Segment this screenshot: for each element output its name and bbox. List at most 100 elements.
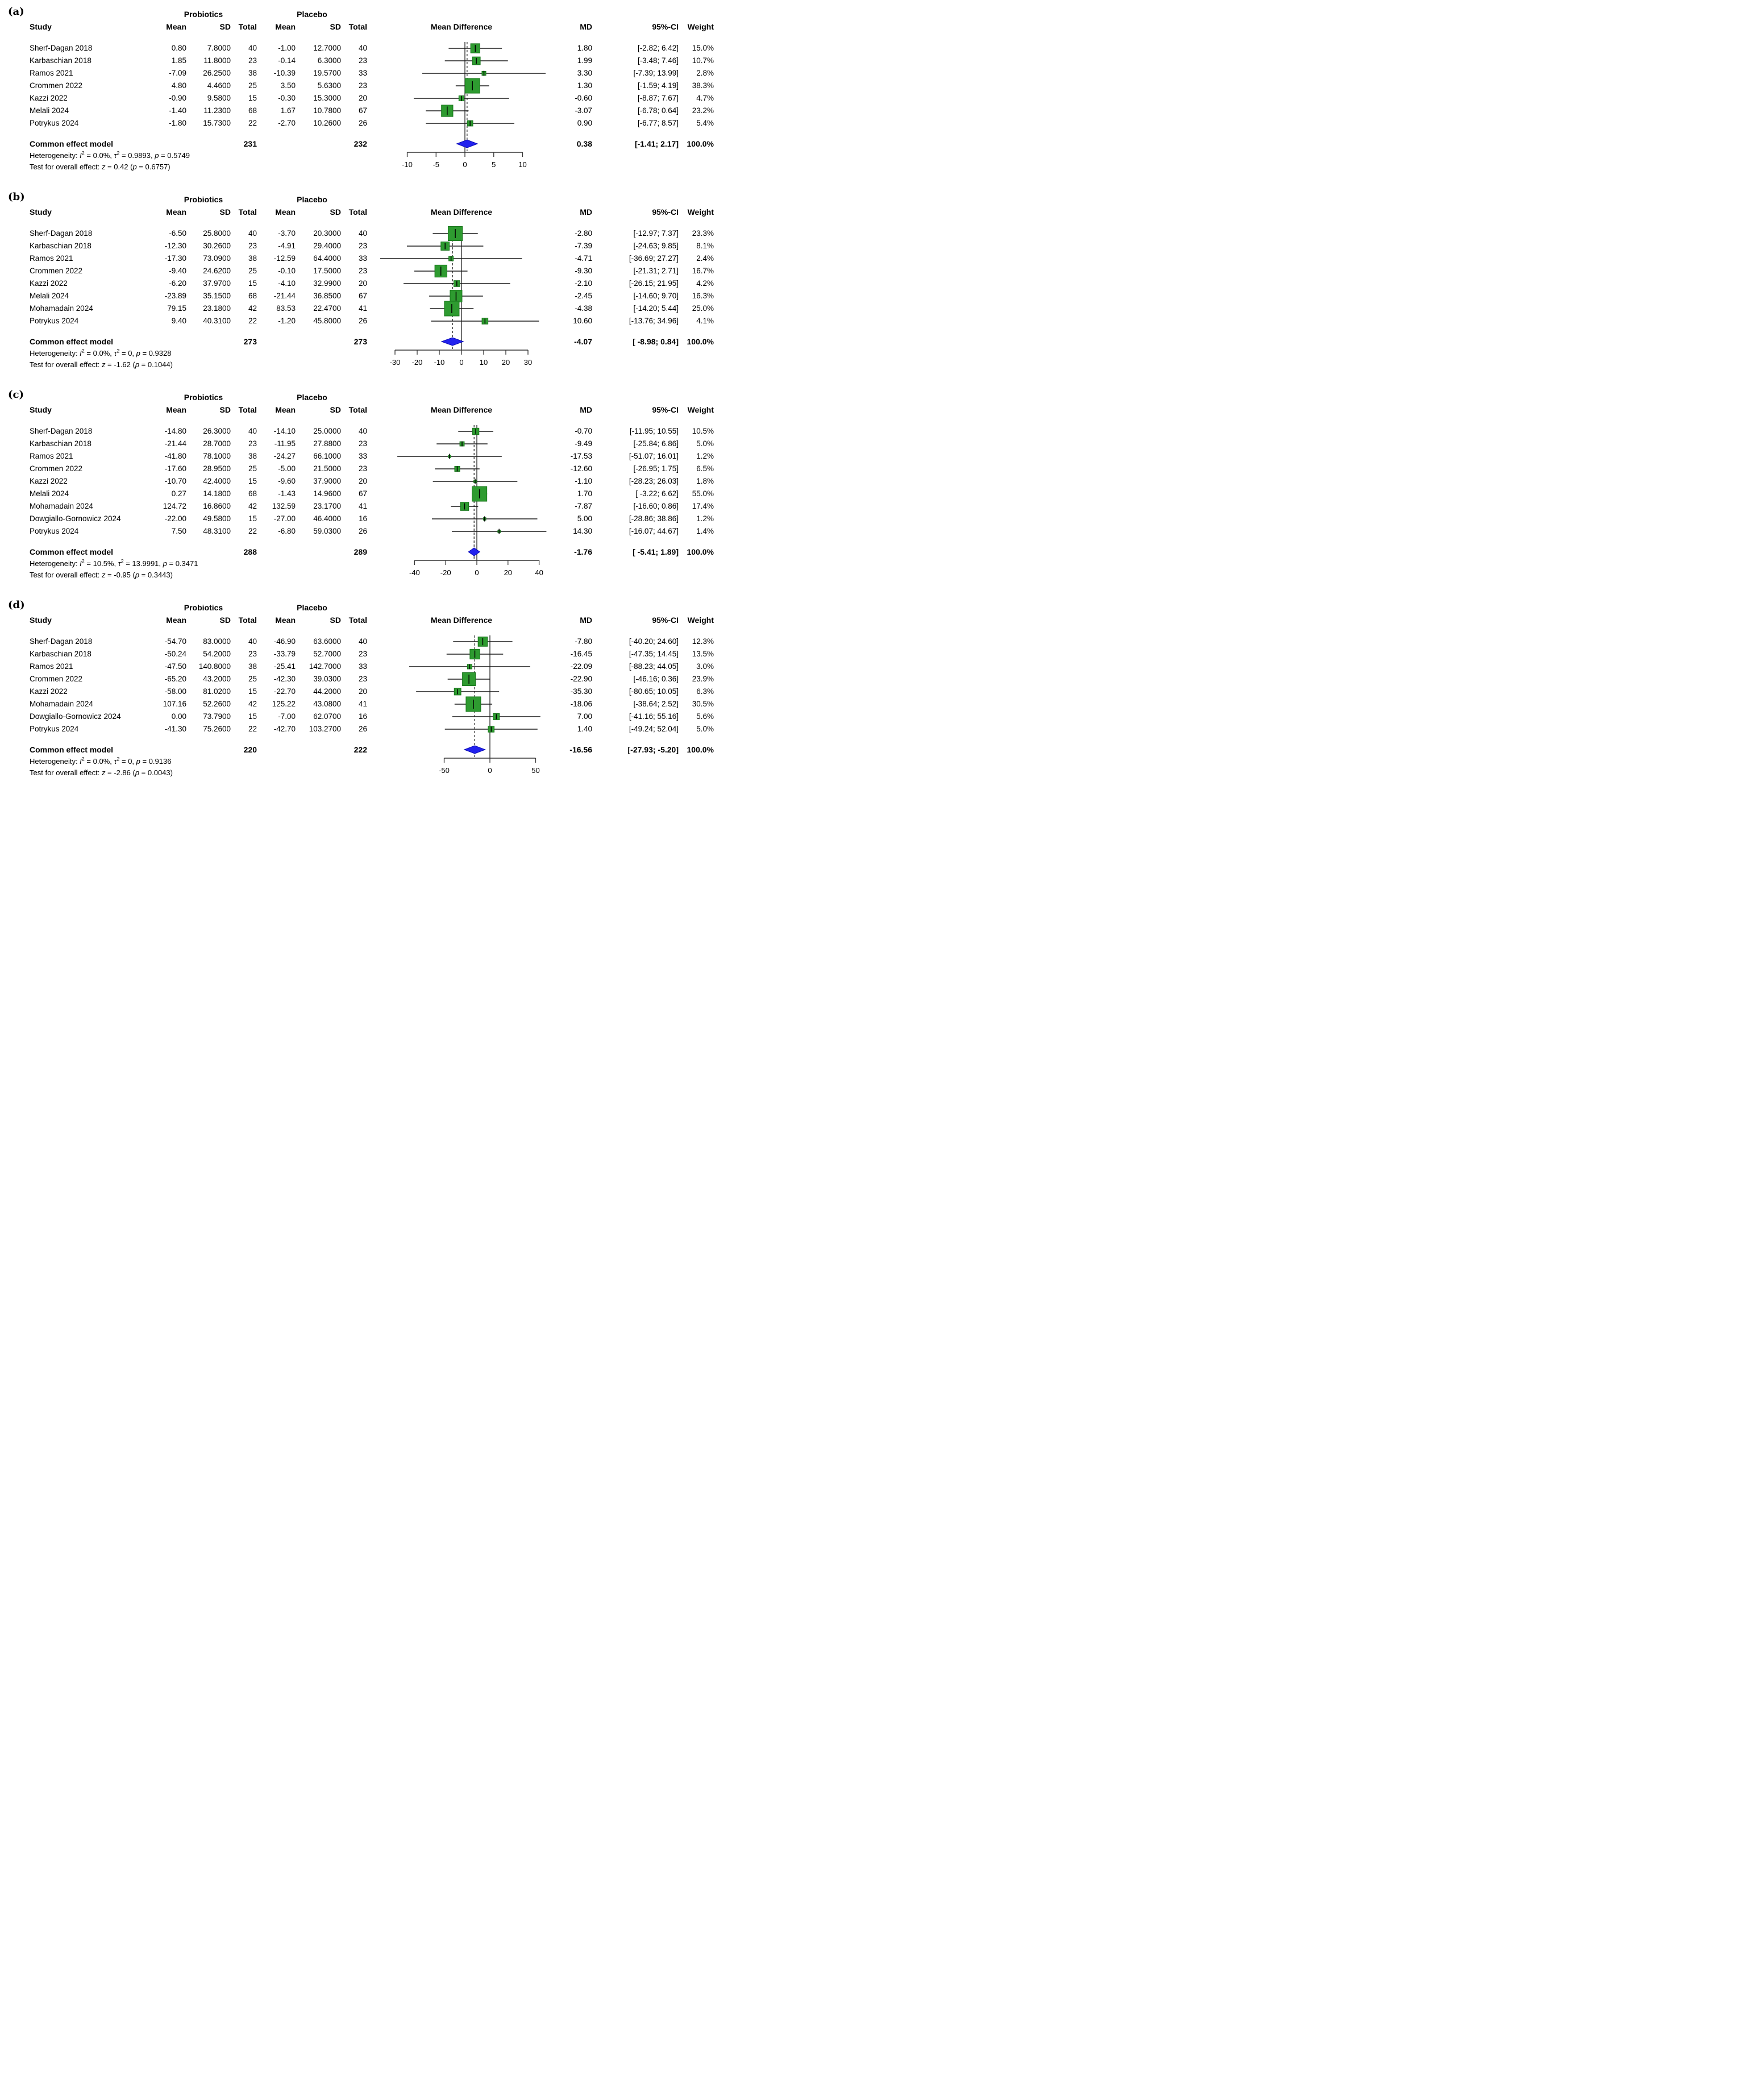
md-value: -2.80 [575, 229, 592, 238]
col-header-study: Study [30, 207, 52, 217]
study-name: Mohamadain 2024 [30, 502, 93, 510]
weight-value: 6.3% [696, 687, 714, 696]
common-effect-label: Common effect model [30, 139, 114, 148]
study-row: Karbaschian 2018 1.85 11.8000 23 -0.14 6.3000… [30, 55, 743, 67]
col-header-mean-difference: Mean Difference [430, 616, 493, 625]
overall-test-note-segment: = 0.42 ( [105, 163, 133, 171]
overall-test-note: Test for overall effect: z = -1.62 (p = … [30, 359, 743, 371]
overall-test-note-segment: = -2.86 ( [105, 768, 135, 777]
study-name: Ramos 2021 [30, 254, 73, 263]
probiotics-total: 68 [248, 106, 257, 115]
study-row: Dowgiallo-Gornowicz 2024 0.00 73.7900 15 -7.… [30, 710, 743, 723]
study-row: Karbaschian 2018 -21.44 28.7000 23 -11.95 27.… [30, 438, 743, 450]
weight-value: 23.2% [692, 106, 714, 115]
summary-total-probiotics: 288 [243, 547, 257, 556]
summary-row: Common effect model 231 232 0.38 [-1.41; 2.1… [30, 138, 743, 150]
overall-test-note-segment: z [101, 163, 106, 171]
column-header-row: Study Mean SD Total Mean SD Total Mean Differen… [30, 404, 743, 416]
axis-tick-label: -20 [440, 568, 451, 577]
summary-md: -16.56 [569, 745, 592, 754]
summary-spacer [150, 138, 186, 150]
col-header-total: Total [348, 616, 367, 625]
summary-spacer [296, 743, 341, 756]
md-value: -18.06 [570, 700, 592, 708]
placebo-mean: -10.39 [273, 69, 296, 77]
probiotics-total: 23 [248, 56, 257, 65]
study-row: Kazzi 2022 -6.20 37.9700 15 -4.10 32.9900 20 -2… [30, 277, 743, 290]
summary-total-probiotics: 273 [243, 337, 257, 346]
group-header-placebo: Placebo [297, 195, 327, 204]
heterogeneity-note-segment: = 0, [119, 757, 136, 766]
probiotics-total: 40 [248, 44, 257, 52]
col-header-ci: 95%-CI [652, 616, 679, 625]
ci-value: [-49.24; 52.04] [629, 725, 679, 733]
heterogeneity-note-segment: I [80, 757, 82, 766]
heterogeneity-note-segment: = 10.5%, [84, 559, 118, 568]
heterogeneity-note-segment: = 13.9991, [123, 559, 163, 568]
placebo-mean: -14.10 [273, 427, 296, 435]
probiotics-total: 40 [248, 229, 257, 238]
column-header-row: Study Mean SD Total Mean SD Total Mean Differen… [30, 614, 743, 626]
col-header-sd: SD [219, 22, 231, 31]
summary-spacer [296, 335, 341, 348]
group-header-spacer [30, 193, 150, 206]
forest-panel: (a) Probiotics Placebo Study Mean SD Total Mean… [7, 6, 743, 173]
probiotics-total: 40 [248, 637, 257, 646]
study-name: Sherf-Dagan 2018 [30, 44, 93, 52]
probiotics-sd: 83.0000 [203, 637, 231, 646]
group-header-probiotics: Probiotics [184, 393, 223, 402]
ci-value: [-14.60; 9.70] [633, 292, 679, 300]
col-header-mean: Mean [275, 405, 296, 414]
study-name: Potrykus 2024 [30, 119, 79, 127]
probiotics-mean: -65.20 [164, 675, 186, 683]
probiotics-sd: 54.2000 [203, 650, 231, 658]
axis-tick-label: 30 [524, 358, 532, 367]
study-name: Ramos 2021 [30, 69, 73, 77]
placebo-total: 23 [358, 464, 367, 473]
placebo-total: 41 [358, 502, 367, 510]
placebo-mean: 1.67 [280, 106, 296, 115]
probiotics-sd: 4.4600 [207, 81, 231, 90]
axis-tick-label: -5 [433, 160, 439, 169]
placebo-total: 20 [358, 279, 367, 288]
placebo-mean: -12.59 [273, 254, 296, 263]
placebo-mean: -0.14 [278, 56, 296, 65]
placebo-total: 20 [358, 477, 367, 485]
placebo-sd: 39.0300 [313, 675, 341, 683]
placebo-mean: -33.79 [273, 650, 296, 658]
study-row: Sherf-Dagan 2018 -54.70 83.0000 40 -46.90 63.… [30, 635, 743, 648]
study-row: Potrykus 2024 7.50 48.3100 22 -6.80 59.0300 26… [30, 525, 743, 538]
heterogeneity-note-segment: τ [118, 559, 121, 568]
heterogeneity-note-segment: = 0.0%, [84, 151, 114, 160]
md-value: 1.80 [577, 44, 592, 52]
ci-value: [-8.87; 7.67] [637, 94, 679, 102]
summary-diamond [440, 337, 464, 346]
overall-test-note-segment: = 0.0043) [139, 768, 173, 777]
study-name: Melali 2024 [30, 489, 69, 498]
probiotics-total: 40 [248, 427, 257, 435]
probiotics-total: 23 [248, 242, 257, 250]
placebo-mean: -42.70 [273, 725, 296, 733]
axis-tick-label: 20 [502, 358, 510, 367]
probiotics-sd: 81.0200 [203, 687, 231, 696]
weight-value: 55.0% [692, 489, 714, 498]
summary-diamond [456, 139, 479, 148]
overall-test-note-segment: Test for overall effect: [30, 768, 102, 777]
weight-value: 8.1% [696, 242, 714, 250]
placebo-total: 33 [358, 69, 367, 77]
probiotics-sd: 42.4000 [203, 477, 231, 485]
md-value: -17.53 [570, 452, 592, 460]
axis-tick-label: 0 [488, 766, 492, 775]
md-value: 1.40 [577, 725, 592, 733]
probiotics-sd: 73.0900 [203, 254, 231, 263]
probiotics-sd: 75.2600 [203, 725, 231, 733]
group-header-row: Probiotics Placebo [30, 601, 743, 614]
study-row: Ramos 2021 -47.50 140.8000 38 -25.41 142.7000… [30, 660, 743, 673]
heterogeneity-note-segment: = 0, [119, 349, 136, 357]
heterogeneity-note-segment: 2 [81, 348, 85, 354]
study-name: Crommen 2022 [30, 267, 83, 275]
heterogeneity-note-segment: Heterogeneity: [30, 559, 80, 568]
probiotics-mean: -1.80 [169, 119, 186, 127]
study-row: Potrykus 2024 9.40 40.3100 22 -1.20 45.8000 26… [30, 315, 743, 327]
placebo-mean: -6.80 [278, 527, 296, 535]
